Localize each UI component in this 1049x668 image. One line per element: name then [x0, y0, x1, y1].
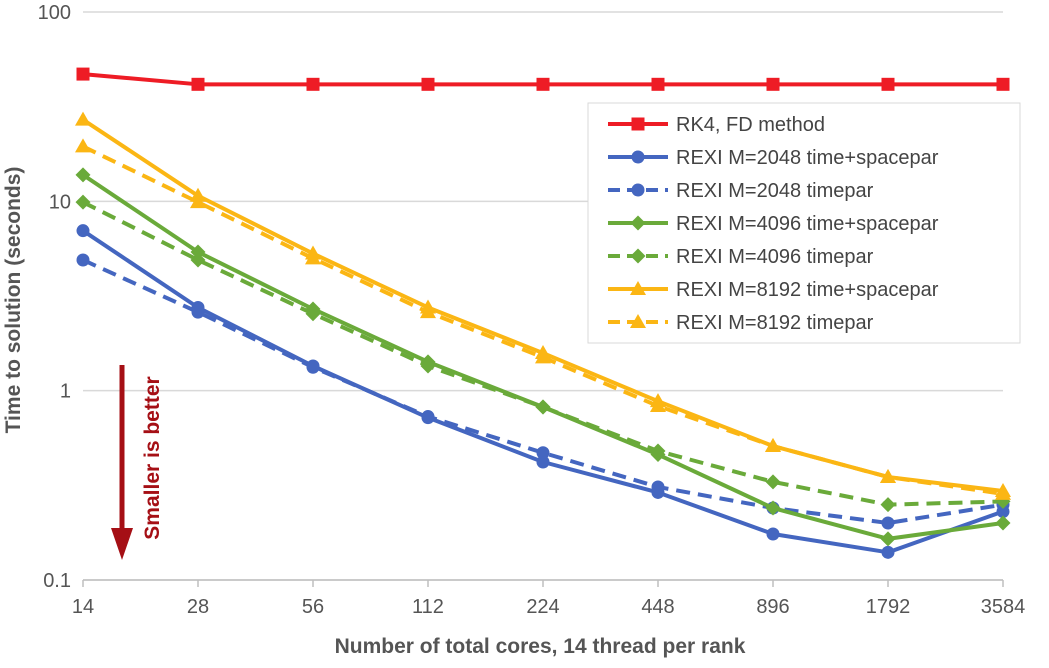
x-tick-label: 56	[302, 596, 324, 618]
data-point	[535, 349, 551, 364]
legend-item: RK4, FD method	[608, 114, 825, 136]
data-point	[995, 515, 1011, 531]
data-point	[996, 77, 1010, 91]
data-point	[765, 438, 781, 453]
data-point	[420, 304, 436, 319]
data-point	[881, 545, 895, 559]
legend-label: REXI M=8192 time+spacepar	[676, 279, 939, 301]
legend: RK4, FD method REXI M=2048 time+spacepar R…	[587, 102, 1021, 344]
data-point	[306, 77, 320, 91]
data-point	[305, 250, 321, 265]
legend-marker	[631, 183, 645, 197]
data-point	[536, 446, 550, 460]
legend-marker	[630, 215, 646, 231]
data-point	[190, 194, 206, 209]
data-point	[651, 480, 665, 494]
data-point	[75, 194, 91, 210]
data-point	[766, 77, 780, 91]
data-point	[536, 455, 550, 469]
data-point	[421, 77, 435, 91]
series-group	[75, 67, 1011, 559]
legend-item: REXI M=2048 timepar	[608, 180, 874, 202]
legend-item: REXI M=2048 time+spacepar	[608, 147, 939, 169]
data-point	[76, 224, 90, 238]
x-tick-label: 224	[526, 596, 559, 618]
y-tick-label: 0.1	[43, 570, 71, 592]
data-point	[420, 358, 436, 374]
data-point	[765, 474, 781, 490]
x-tick-label: 896	[756, 596, 789, 618]
data-point	[650, 443, 666, 459]
data-point	[421, 410, 435, 424]
legend-label: REXI M=4096 timepar	[676, 246, 874, 268]
x-tick-label: 3584	[981, 596, 1026, 618]
data-point	[880, 497, 896, 513]
legend-label: REXI M=2048 time+spacepar	[676, 147, 939, 169]
x-tick-label: 112	[412, 596, 444, 618]
data-point	[191, 77, 205, 91]
legend-item: REXI M=4096 timepar	[608, 246, 874, 268]
legend-marker	[631, 150, 645, 164]
data-point	[536, 77, 550, 91]
data-point	[76, 67, 90, 81]
x-tick-label: 1792	[866, 596, 911, 618]
data-point	[766, 527, 780, 541]
x-axis-title: Number of total cores, 14 thread per ran…	[335, 635, 746, 658]
legend-marker	[630, 314, 646, 328]
data-point	[191, 305, 205, 319]
data-point	[306, 360, 320, 374]
legend-marker	[630, 281, 646, 295]
y-tick-label: 100	[38, 2, 71, 24]
legend-marker	[630, 248, 646, 264]
x-tick-label: 28	[187, 596, 209, 618]
data-point	[76, 253, 90, 267]
series-5	[75, 194, 1011, 513]
legend-item: REXI M=8192 timepar	[608, 312, 874, 334]
data-point	[75, 138, 91, 153]
data-point	[651, 77, 665, 91]
tick-labels: 0.1 1 10 100 14 28 56 112 224 448 896 1792 3584	[38, 2, 1026, 618]
data-point	[190, 244, 206, 260]
y-tick-label: 1	[60, 381, 71, 403]
annotation: Smaller is better	[111, 365, 164, 560]
data-point	[650, 397, 666, 412]
x-tick-label: 448	[641, 596, 674, 618]
data-point	[881, 77, 895, 91]
series-1	[76, 67, 1010, 91]
x-tick-label: 14	[72, 596, 94, 618]
legend-item: REXI M=8192 time+spacepar	[608, 279, 939, 301]
annotation-arrow-head	[111, 528, 133, 560]
data-point	[305, 306, 321, 322]
legend-label: REXI M=2048 timepar	[676, 180, 874, 202]
legend-item: REXI M=4096 time+spacepar	[608, 213, 939, 235]
series-line	[82, 200, 1004, 507]
data-point	[880, 468, 896, 483]
axes	[82, 579, 1004, 587]
legend-label: REXI M=4096 time+spacepar	[676, 213, 939, 235]
y-tick-label: 10	[49, 191, 71, 213]
annotation-text: Smaller is better	[141, 376, 164, 539]
data-point	[880, 531, 896, 547]
y-axis-title: Time to solution (seconds)	[2, 167, 25, 434]
data-point	[75, 111, 91, 126]
legend-label: REXI M=8192 timepar	[676, 312, 874, 334]
data-point	[765, 500, 781, 516]
data-point	[75, 167, 91, 183]
data-point	[535, 399, 551, 415]
data-point	[995, 485, 1011, 500]
data-point	[881, 516, 895, 530]
series-7	[75, 138, 1011, 500]
legend-marker	[631, 117, 645, 131]
legend-label: RK4, FD method	[676, 114, 825, 136]
data-point	[190, 252, 206, 268]
